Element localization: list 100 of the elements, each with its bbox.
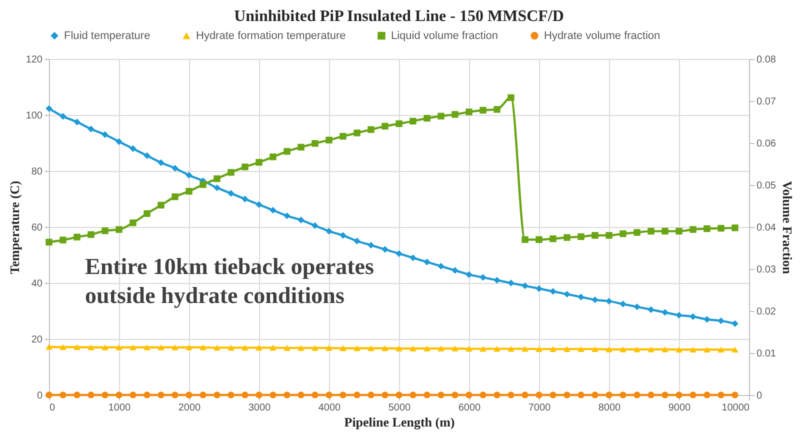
x-tick-label: 10000 bbox=[722, 402, 750, 414]
point bbox=[74, 392, 80, 398]
point bbox=[606, 346, 612, 352]
x-tick-label: 5000 bbox=[388, 402, 412, 414]
point bbox=[564, 346, 570, 352]
y-tick-label: 0 bbox=[36, 390, 43, 402]
point bbox=[284, 345, 290, 351]
point bbox=[648, 392, 654, 398]
point bbox=[368, 392, 374, 398]
point bbox=[634, 303, 640, 310]
x-tick-label: 2000 bbox=[178, 402, 202, 414]
point bbox=[578, 392, 584, 398]
point bbox=[718, 346, 724, 353]
point bbox=[340, 132, 346, 140]
point bbox=[550, 392, 556, 398]
point bbox=[662, 309, 668, 316]
point bbox=[102, 344, 108, 350]
point bbox=[102, 131, 108, 138]
point bbox=[242, 196, 248, 202]
point bbox=[200, 181, 206, 188]
point bbox=[480, 392, 486, 398]
point bbox=[564, 234, 570, 241]
point bbox=[396, 392, 402, 398]
point bbox=[606, 392, 612, 398]
point bbox=[144, 344, 150, 350]
point bbox=[578, 233, 584, 240]
y2-tick-label: 0.05 bbox=[756, 180, 776, 192]
point bbox=[144, 152, 150, 159]
point bbox=[200, 392, 206, 398]
point bbox=[424, 346, 430, 352]
point bbox=[508, 346, 514, 352]
point bbox=[536, 392, 542, 398]
point bbox=[228, 190, 234, 197]
point bbox=[396, 120, 402, 128]
point bbox=[270, 206, 276, 214]
point bbox=[466, 392, 472, 398]
point bbox=[620, 230, 626, 238]
point bbox=[158, 344, 164, 350]
y2-tick-label: 0.07 bbox=[756, 96, 776, 108]
point bbox=[354, 238, 360, 244]
point bbox=[508, 94, 514, 101]
point bbox=[606, 298, 612, 305]
point bbox=[704, 392, 710, 398]
point bbox=[60, 236, 66, 244]
point bbox=[620, 346, 626, 352]
point bbox=[228, 392, 234, 398]
point bbox=[704, 225, 710, 232]
x-tick-label: 8000 bbox=[598, 402, 622, 414]
point bbox=[88, 344, 94, 350]
point bbox=[270, 154, 276, 160]
point bbox=[494, 392, 500, 398]
point bbox=[186, 344, 192, 350]
y2-tick-label: 0.08 bbox=[756, 54, 776, 66]
point bbox=[536, 285, 542, 292]
point bbox=[452, 346, 458, 352]
point bbox=[662, 228, 668, 235]
point bbox=[326, 392, 332, 398]
point bbox=[718, 392, 724, 398]
y-tick-label: 60 bbox=[31, 222, 43, 234]
point bbox=[88, 126, 94, 132]
point bbox=[564, 392, 570, 398]
point bbox=[312, 222, 318, 229]
point bbox=[74, 118, 80, 126]
point bbox=[732, 320, 738, 327]
point bbox=[718, 317, 724, 324]
point bbox=[690, 313, 696, 320]
point bbox=[410, 118, 416, 125]
point bbox=[480, 346, 486, 352]
point bbox=[648, 228, 654, 235]
point bbox=[214, 392, 220, 398]
point bbox=[158, 392, 164, 398]
legend-label: Hydrate volume fraction bbox=[544, 30, 660, 42]
point bbox=[298, 392, 304, 398]
x-tick-label: 1000 bbox=[108, 402, 132, 414]
point bbox=[676, 312, 682, 319]
y2-tick-label: 0.01 bbox=[756, 348, 776, 360]
point bbox=[732, 392, 738, 398]
point bbox=[186, 392, 192, 398]
y-tick-label: 80 bbox=[31, 166, 43, 178]
point bbox=[298, 144, 304, 151]
x-tick-label: 0 bbox=[50, 402, 56, 414]
x-tick-label: 9000 bbox=[668, 402, 692, 414]
point bbox=[214, 184, 220, 192]
point bbox=[732, 224, 738, 232]
point bbox=[60, 392, 66, 398]
point bbox=[550, 235, 556, 242]
y-tick-label: 120 bbox=[26, 54, 43, 66]
point bbox=[102, 227, 108, 234]
point bbox=[46, 238, 52, 246]
point bbox=[46, 344, 52, 350]
point bbox=[494, 276, 500, 284]
point bbox=[270, 344, 276, 351]
point bbox=[606, 232, 612, 239]
y2-axis-title: Volume Fraction bbox=[780, 180, 795, 275]
y2-tick-label: 0.04 bbox=[756, 222, 776, 234]
point bbox=[396, 250, 402, 257]
point bbox=[452, 392, 458, 398]
y2-tick-label: 0 bbox=[756, 390, 762, 402]
point bbox=[662, 392, 668, 398]
point bbox=[382, 246, 388, 253]
